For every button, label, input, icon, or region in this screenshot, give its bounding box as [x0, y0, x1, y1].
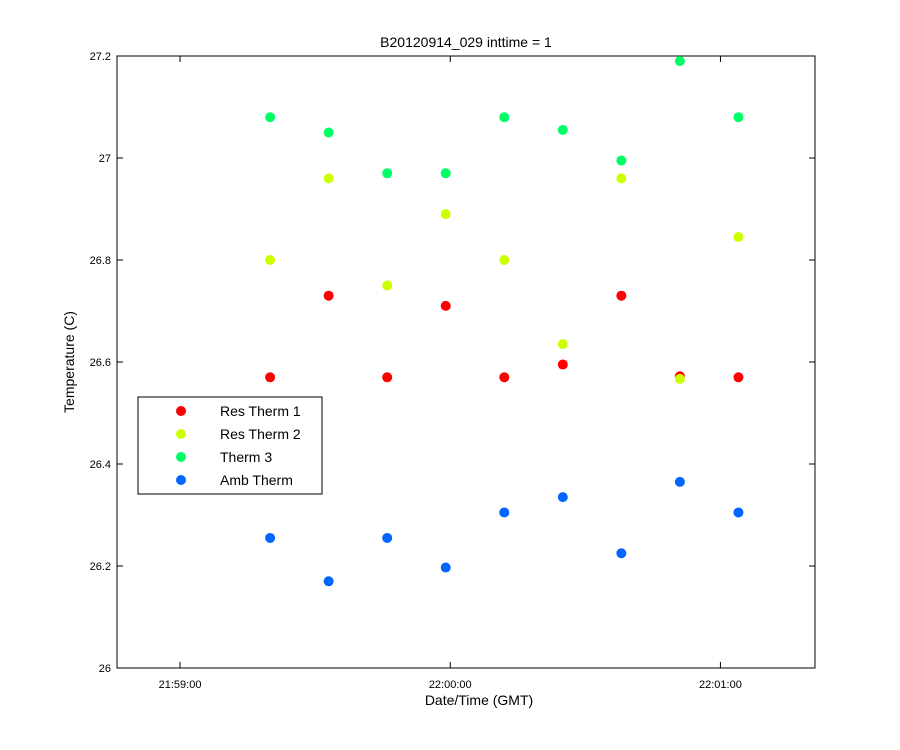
point-res-therm-2 [440, 209, 451, 220]
point-therm-3 [616, 155, 627, 166]
point-res-therm-2 [733, 232, 744, 243]
y-tick-label: 26.6 [90, 357, 111, 369]
point-res-therm-2 [616, 173, 627, 184]
point-therm-3 [499, 112, 510, 123]
point-amb-therm [265, 532, 276, 543]
y-axis-title: Temperature (C) [61, 311, 77, 413]
point-res-therm-1 [440, 300, 451, 311]
legend-label: Therm 3 [220, 449, 272, 465]
legend: Res Therm 1 Res Therm 2 Therm 3 Amb Therm [137, 396, 323, 495]
legend-label: Res Therm 1 [220, 403, 301, 419]
data-points [265, 56, 744, 587]
x-tick-label: 22:00:00 [429, 679, 472, 691]
point-res-therm-2 [557, 339, 568, 350]
point-amb-therm [557, 492, 568, 503]
y-tick-label: 26.8 [90, 255, 111, 267]
x-axis-title: Date/Time (GMT) [425, 692, 533, 708]
legend-marker [176, 406, 186, 416]
point-res-therm-1 [323, 290, 334, 301]
point-res-therm-2 [674, 373, 685, 384]
legend-marker [176, 475, 186, 485]
legend-box [137, 396, 323, 495]
point-therm-3 [674, 56, 685, 67]
point-res-therm-2 [499, 255, 510, 265]
plot-area [116, 55, 816, 669]
point-amb-therm [733, 507, 744, 518]
point-amb-therm [382, 532, 393, 543]
point-res-therm-2 [382, 280, 393, 291]
point-therm-3 [323, 127, 334, 138]
y-tick-label: 27 [99, 153, 111, 165]
legend-label: Amb Therm [220, 472, 293, 488]
x-tick-label: 21:59:00 [159, 679, 202, 691]
y-tick-label: 27.2 [90, 51, 111, 63]
x-tick-label: 22:01:00 [699, 679, 742, 691]
y-tick-label: 26.2 [90, 561, 111, 573]
point-amb-therm [440, 562, 451, 573]
point-therm-3 [733, 112, 744, 123]
axis-ticks: 26 26.2 26.4 26.6 26.8 27 27.2 21:59:00 22:00:00… [90, 51, 815, 691]
point-therm-3 [557, 124, 568, 135]
y-tick-label: 26.4 [90, 459, 111, 471]
point-amb-therm [674, 476, 685, 487]
point-amb-therm [323, 576, 334, 587]
point-res-therm-1 [733, 372, 744, 383]
point-therm-3 [382, 168, 393, 179]
point-res-therm-1 [557, 359, 568, 370]
point-amb-therm [616, 548, 627, 559]
y-tick-label: 26 [99, 663, 111, 675]
point-res-therm-1 [265, 372, 276, 383]
point-therm-3 [440, 168, 451, 179]
legend-marker [176, 429, 186, 439]
point-amb-therm [499, 507, 510, 518]
legend-marker [176, 452, 186, 462]
chart-title: B20120914_029 inttime = 1 [380, 34, 552, 50]
point-res-therm-1 [499, 372, 510, 383]
point-res-therm-1 [616, 290, 627, 301]
point-res-therm-1 [382, 372, 393, 383]
legend-label: Res Therm 2 [220, 426, 301, 442]
point-res-therm-2 [265, 255, 276, 265]
point-therm-3 [265, 112, 276, 123]
point-res-therm-2 [323, 173, 334, 184]
